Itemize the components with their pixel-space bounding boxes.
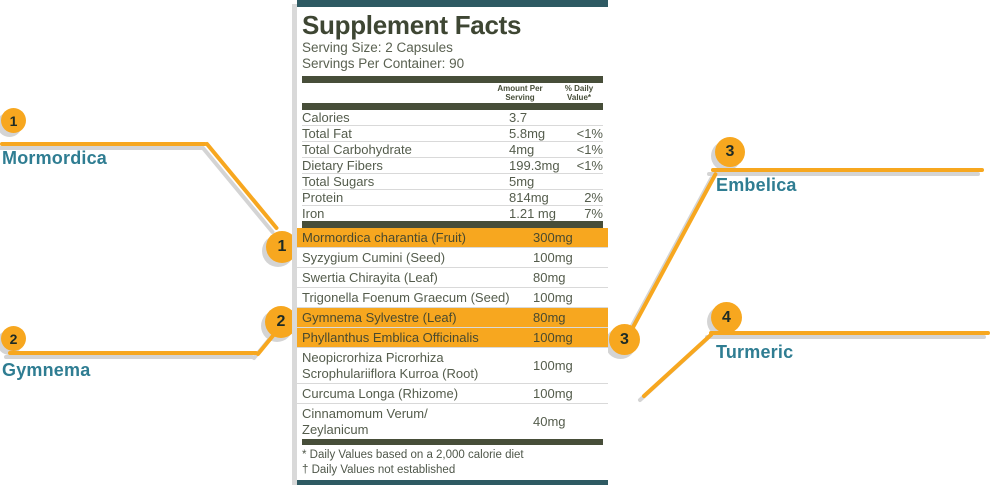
table-row: Neopicrorhiza Picrorhiza Scrophulariiflo… [297, 348, 608, 384]
ingredient-amount: 100mg [533, 329, 573, 345]
callout-1-target-badge[interactable]: 1 [266, 231, 298, 263]
table-row-highlighted: Mormordica charantia (Fruit) 300mg [297, 228, 608, 248]
callout-4-horizontal-line [709, 331, 990, 335]
ingredient-amount: 100mg [533, 289, 573, 305]
callout-3-target-number: 3 [620, 330, 629, 348]
heavy-rule [302, 103, 603, 110]
ingredient-name: Cinnamomum Verum/ Zeylanicum [302, 405, 428, 437]
table-row: Total Fat 5.8mg <1% [302, 126, 603, 142]
column-headers: Amount Per Serving % Daily Value* [302, 83, 603, 103]
callout-4-number: 4 [722, 308, 731, 326]
ingredient-amount: 100mg [533, 249, 573, 265]
table-row: Total Sugars 5mg [302, 174, 603, 190]
nutrient-name: Total Sugars [302, 174, 375, 189]
table-row: Trigonella Foenum Graecum (Seed) 100mg [297, 288, 608, 308]
amount-column-header: Amount Per Serving [497, 84, 543, 102]
nutrient-amount: 5mg [509, 174, 535, 189]
ingredient-name: Phyllanthus Emblica Officinalis [302, 329, 479, 345]
nutrient-amount: 3.7 [509, 110, 528, 125]
ingredient-amount: 300mg [533, 229, 573, 245]
footnote-daily-values: * Daily Values based on a 2,000 calorie … [302, 449, 524, 461]
footnote-not-established: † Daily Values not established [302, 464, 456, 476]
table-row: Curcuma Longa (Rhizome) 100mg [297, 384, 608, 404]
nutrient-dv: 7% [584, 206, 603, 221]
callout-1-diagonal-line [204, 141, 280, 231]
nutrient-amount: 814mg [509, 190, 549, 205]
callout-1-target-number: 1 [277, 238, 287, 255]
callout-3-label: Embelica [716, 175, 797, 195]
table-row: Total Carbohydrate 4mg <1% [302, 142, 603, 158]
callout-3-target-badge[interactable]: 3 [609, 324, 640, 355]
table-row: Protein 814mg 2% [302, 190, 603, 206]
table-row: Iron 1.21 mg 7% [302, 206, 603, 221]
ingredient-table: Mormordica charantia (Fruit) 300mg Syzyg… [297, 228, 608, 439]
ingredient-amount: 40mg [533, 413, 566, 429]
footnotes: * Daily Values based on a 2,000 calorie … [302, 445, 603, 478]
callout-3-diagonal-line [628, 171, 719, 334]
callout-1-horizontal-line [0, 142, 207, 146]
callout-2-target-number: 2 [276, 313, 286, 330]
ingredient-name: Swertia Chirayita (Leaf) [302, 269, 438, 285]
ingredient-name: Gymnema Sylvestre (Leaf) [302, 309, 457, 325]
table-row: Calories 3.7 [302, 110, 603, 126]
nutrient-name: Total Carbohydrate [302, 142, 412, 157]
nutrient-table: Calories 3.7 Total Fat 5.8mg <1% Total C… [302, 110, 603, 221]
callout-3-badge[interactable]: 3 [715, 137, 745, 167]
heavy-rule [302, 221, 603, 228]
ingredient-name: Trigonella Foenum Graecum (Seed) [302, 289, 510, 305]
ingredient-amount: 80mg [533, 309, 566, 325]
table-row-highlighted: Gymnema Sylvestre (Leaf) 80mg [297, 308, 608, 328]
ingredient-amount: 100mg [533, 357, 573, 373]
heavy-rule [302, 76, 603, 83]
callout-2-target-badge[interactable]: 2 [265, 306, 297, 338]
callout-3-number: 3 [725, 143, 735, 160]
nutrient-amount: 1.21 mg [509, 206, 556, 221]
daily-value-column-header: % Daily Value* [564, 84, 594, 102]
callout-2-horizontal-line [8, 351, 258, 355]
callout-1-number: 1 [9, 112, 18, 129]
nutrient-amount: 199.3mg [509, 158, 560, 173]
callout-4-label: Turmeric [716, 342, 794, 362]
ingredient-name: Syzygium Cumini (Seed) [302, 249, 446, 265]
ingredient-name: Neopicrorhiza Picrorhiza Scrophulariiflo… [302, 349, 479, 381]
ingredient-name: Curcuma Longa (Rhizome) [302, 385, 459, 401]
nutrient-amount: 4mg [509, 142, 535, 157]
supplement-facts-panel: Supplement Facts Serving Size: 2 Capsule… [297, 0, 608, 485]
servings-per-container: Servings Per Container: 90 [302, 56, 465, 71]
table-row: Dietary Fibers 199.3mg <1% [302, 158, 603, 174]
serving-size: Serving Size: 2 Capsules [302, 40, 453, 55]
callout-3-horizontal-line [711, 168, 984, 172]
nutrient-dv: <1% [576, 126, 603, 141]
callout-2-badge[interactable]: 2 [1, 326, 26, 351]
heavy-rule [302, 439, 603, 445]
nutrient-dv: 2% [584, 190, 603, 205]
callout-4-diagonal-line [641, 331, 715, 399]
callout-4-badge[interactable]: 4 [711, 302, 742, 333]
nutrient-dv: <1% [576, 158, 603, 173]
nutrient-name: Iron [302, 206, 325, 221]
callout-2-label: Gymnema [2, 360, 91, 380]
nutrient-name: Dietary Fibers [302, 158, 383, 173]
ingredient-name: Mormordica charantia (Fruit) [302, 229, 466, 245]
nutrient-dv: <1% [576, 142, 603, 157]
panel-title: Supplement Facts [302, 10, 522, 40]
table-row: Cinnamomum Verum/ Zeylanicum 40mg [297, 404, 608, 439]
callout-2-number: 2 [9, 330, 18, 347]
ingredient-amount: 80mg [533, 269, 566, 285]
nutrient-amount: 5.8mg [509, 126, 546, 141]
ingredient-amount: 100mg [533, 385, 573, 401]
table-row-highlighted: Phyllanthus Emblica Officinalis 100mg [297, 328, 608, 348]
callout-1-badge[interactable]: 1 [1, 108, 26, 133]
callout-1-label: Mormordica [2, 148, 108, 168]
nutrient-name: Protein [302, 190, 344, 205]
nutrient-name: Calories [302, 110, 350, 125]
nutrient-name: Total Fat [302, 126, 352, 141]
table-row: Swertia Chirayita (Leaf) 80mg [297, 268, 608, 288]
table-row: Syzygium Cumini (Seed) 100mg [297, 248, 608, 268]
